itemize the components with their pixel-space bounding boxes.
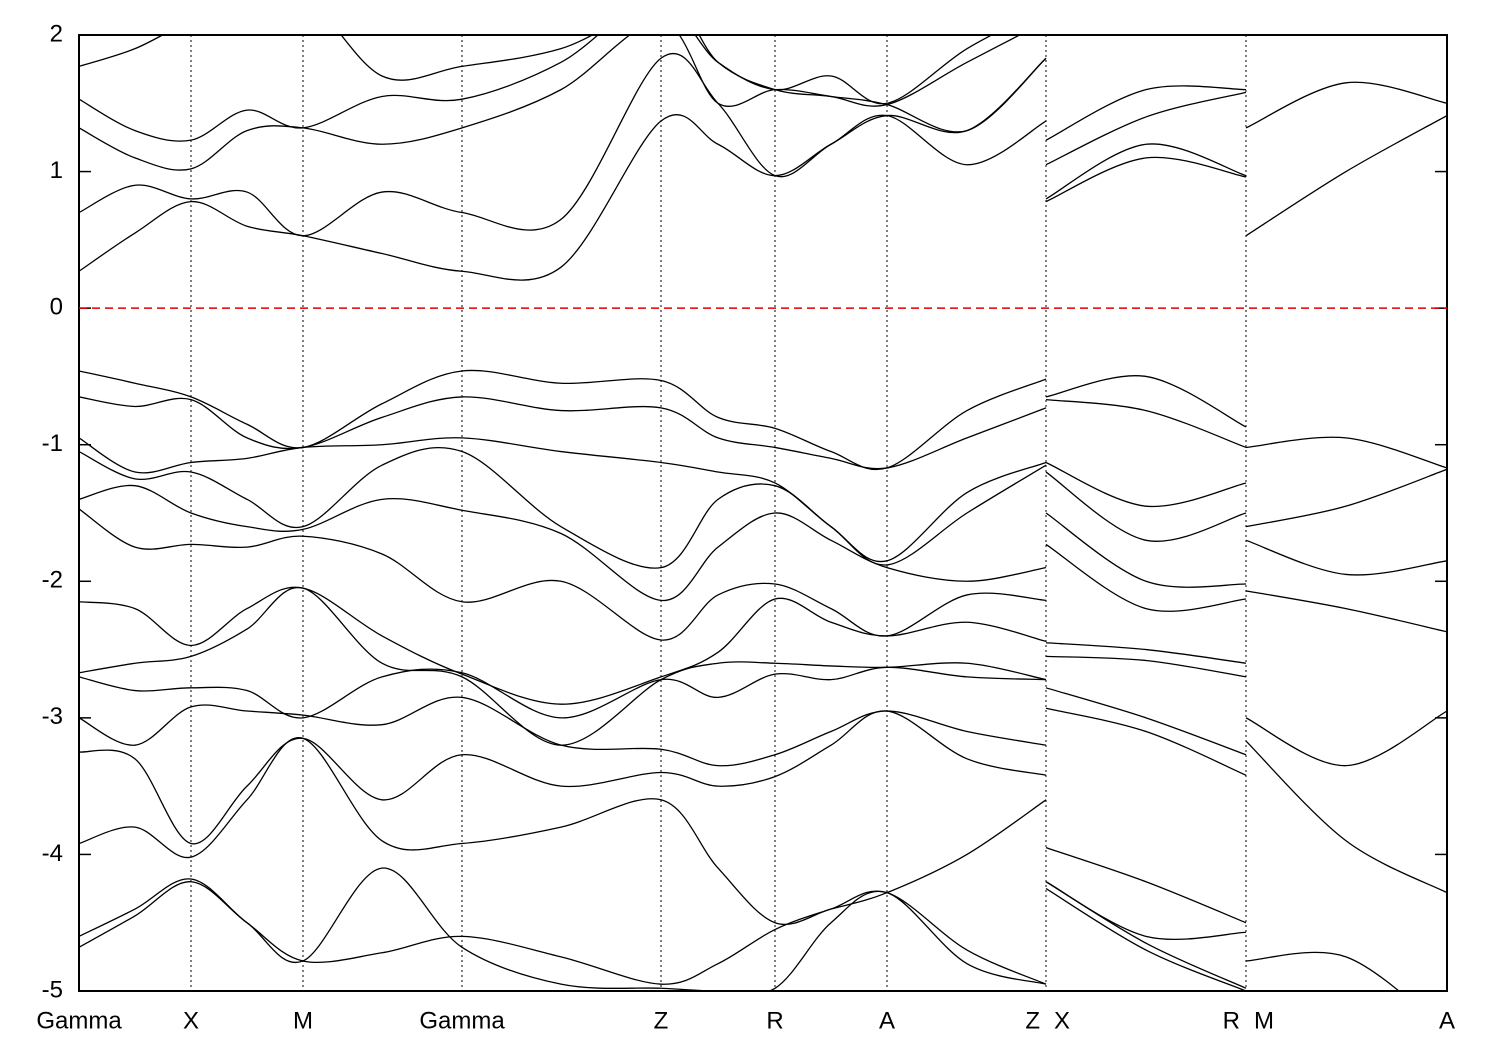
x-tick-label: Z bbox=[654, 1007, 669, 1034]
band-line bbox=[79, 737, 1247, 941]
band-line bbox=[79, 396, 1447, 528]
x-tick-label: Z bbox=[1025, 1007, 1040, 1034]
bands bbox=[79, 35, 1447, 991]
x-tick-label: X bbox=[183, 1007, 199, 1034]
band-line bbox=[79, 878, 1247, 989]
x-tick-label: Gamma bbox=[36, 1007, 122, 1034]
y-tick-label: -5 bbox=[42, 976, 63, 1003]
band-line bbox=[79, 666, 1247, 756]
band-line bbox=[79, 484, 1447, 767]
band-line bbox=[79, 114, 1447, 281]
band-line bbox=[79, 586, 1247, 746]
x-tick-label: M bbox=[293, 1007, 313, 1034]
y-tick-label: -4 bbox=[42, 840, 63, 867]
x-tick-label: A bbox=[879, 1007, 895, 1034]
x-tick-label: Gamma bbox=[419, 1007, 505, 1034]
band-line bbox=[79, 586, 1400, 991]
band-line bbox=[79, 696, 1247, 776]
y-tick-label: -3 bbox=[42, 703, 63, 730]
plot-frame bbox=[78, 34, 1448, 992]
y-tick-label: 0 bbox=[50, 293, 63, 320]
x-tick-label: M bbox=[1254, 1007, 1274, 1034]
band-line bbox=[79, 35, 1247, 171]
band-line bbox=[79, 369, 1447, 471]
band-line bbox=[79, 446, 1447, 633]
band-line bbox=[79, 52, 1447, 237]
band-line bbox=[79, 35, 1247, 142]
band-line bbox=[79, 437, 1447, 576]
x-tick-label: R bbox=[766, 1007, 783, 1034]
band-line bbox=[79, 508, 1447, 894]
y-tick-label: 1 bbox=[50, 157, 63, 184]
x-tick-label: A bbox=[1439, 1007, 1455, 1034]
y-tick-label: -1 bbox=[42, 430, 63, 457]
x-tick-label: X bbox=[1054, 1007, 1070, 1034]
band-line bbox=[79, 867, 1247, 991]
y-tick-label: -2 bbox=[42, 567, 63, 594]
x-tick-label: R bbox=[1223, 1007, 1240, 1034]
y-tick-label: 2 bbox=[50, 20, 63, 47]
band-line bbox=[79, 35, 993, 105]
band-line bbox=[79, 710, 1247, 924]
